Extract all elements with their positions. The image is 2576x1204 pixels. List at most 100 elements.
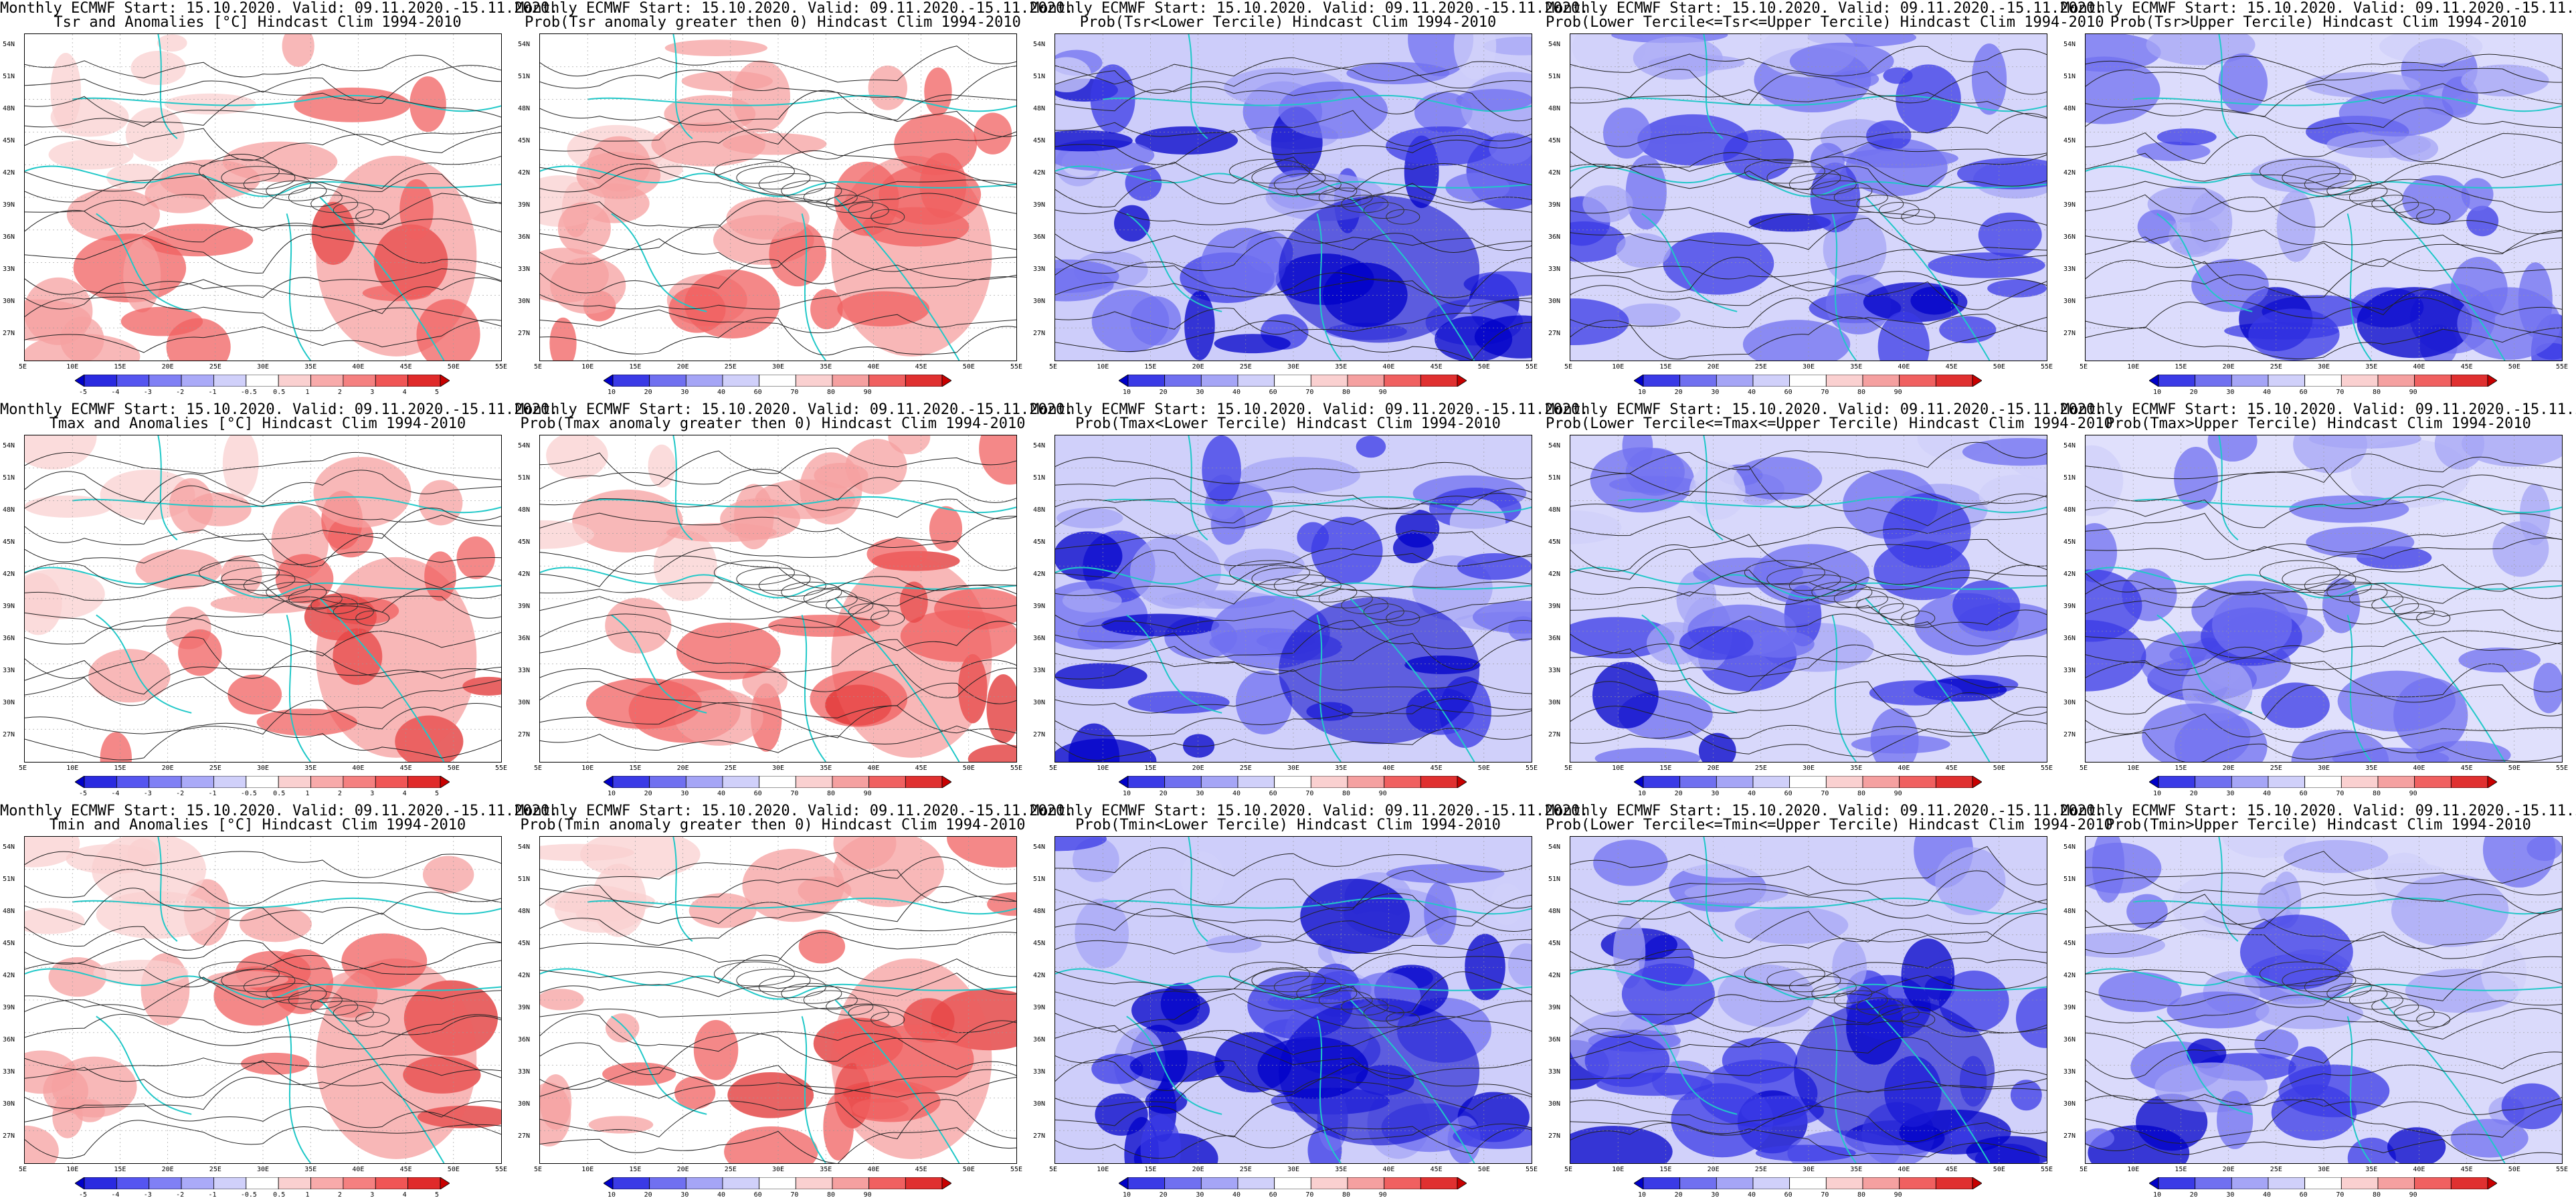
latitude-tick-label: 33N [3, 1068, 15, 1076]
colorbar-tick-label: 10 [608, 389, 616, 396]
longitude-tick-label: 45E [1430, 1166, 1443, 1173]
panel-header: Monthly ECMWF Start: 15.10.2020. Valid: … [1030, 401, 1589, 418]
latitude-tick-label: 39N [1033, 603, 1046, 610]
latitude-tick-label: 45N [3, 940, 15, 947]
longitude-tick-label: 40E [867, 1166, 880, 1173]
colorbar-tick-label: 20 [2189, 389, 2198, 396]
longitude-tick-label: 35E [304, 765, 317, 772]
latitude-tick-label: 27N [1033, 1132, 1046, 1140]
longitude-tick-label: 5E [1049, 1166, 1058, 1173]
latitude-tick-label: 39N [1548, 603, 1561, 610]
latitude-tick-label: 54N [2063, 843, 2076, 851]
latitude-tick-label: 48N [2063, 506, 2076, 514]
panel-title: Prob(Tmax anomaly greater then 0) Hindca… [520, 415, 1026, 432]
colorbar-tick-label: 80 [2373, 790, 2381, 797]
map-field [1055, 435, 1532, 762]
colorbar-tick-label: 20 [644, 1191, 652, 1199]
colorbar-tick-label: 90 [1894, 389, 1902, 396]
colorbar-tick-label: 80 [1857, 1191, 1866, 1199]
colorbar-tick-label: 0.5 [273, 790, 286, 797]
latitude-tick-label: 30N [2063, 1100, 2076, 1108]
panel-header: Monthly ECMWF Start: 15.10.2020. Valid: … [515, 803, 1074, 819]
colorbar-tick-label: 80 [1342, 1191, 1351, 1199]
colorbar-tick-label: 2 [337, 790, 342, 797]
longitude-tick-label: 10E [2127, 363, 2140, 371]
latitude-tick-label: 39N [3, 1004, 15, 1011]
latitude-tick-label: 54N [3, 843, 15, 851]
longitude-tick-label: 45E [2460, 1166, 2473, 1173]
longitude-tick-label: 30E [2318, 1166, 2330, 1173]
longitude-tick-label: 50E [962, 1166, 975, 1173]
latitude-tick-label: 48N [518, 908, 531, 915]
longitude-tick-label: 55E [2041, 765, 2053, 772]
latitude-tick-label: 48N [1548, 506, 1561, 514]
forecast-panel: Monthly ECMWF Start: 15.10.2020. Valid: … [2061, 401, 2576, 803]
latitude-tick-label: 54N [518, 442, 531, 449]
longitude-tick-label: 25E [209, 363, 221, 371]
latitude-tick-label: 48N [2063, 105, 2076, 112]
longitude-tick-label: 25E [724, 1166, 737, 1173]
longitude-tick-label: 45E [915, 765, 927, 772]
longitude-tick-label: 50E [447, 765, 460, 772]
longitude-tick-label: 55E [495, 363, 508, 371]
map-area [2085, 33, 2563, 361]
latitude-tick-label: 39N [3, 201, 15, 209]
colorbar-tick-label: 30 [680, 790, 689, 797]
longitude-tick-label: 20E [161, 765, 174, 772]
colorbar-tick-label: 30 [1711, 389, 1720, 396]
colorbar-tick-label: 90 [863, 389, 872, 396]
latitude-tick-label: 33N [1033, 667, 1046, 674]
panel-title: Tsr and Anomalies [°C] Hindcast Clim 199… [54, 14, 462, 31]
colorbar-tick-label: 20 [1159, 790, 1168, 797]
colorbar-tick-label: 70 [2336, 389, 2344, 396]
longitude-tick-label: 35E [1335, 1166, 1348, 1173]
longitude-tick-label: 55E [1010, 363, 1023, 371]
latitude-tick-label: 48N [3, 105, 15, 112]
colorbar-tick-label: 40 [1232, 790, 1241, 797]
longitude-tick-label: 50E [962, 765, 975, 772]
longitude-tick-label: 45E [399, 363, 412, 371]
colorbar-tick-label: 30 [1196, 790, 1204, 797]
colorbar-tick-label: -1 [208, 790, 217, 797]
longitude-tick-label: 50E [1477, 1166, 1490, 1173]
map-area [539, 836, 1017, 1164]
latitude-tick-label: 36N [3, 233, 15, 241]
colorbar-tick-label: 60 [1269, 389, 1277, 396]
longitude-tick-label: 45E [1945, 363, 1958, 371]
longitude-tick-label: 55E [1526, 765, 1538, 772]
latitude-tick-label: 42N [3, 972, 15, 979]
map-field [2086, 34, 2562, 361]
latitude-tick-label: 30N [2063, 699, 2076, 706]
latitude-tick-label: 33N [1033, 266, 1046, 273]
colorbar [2149, 1177, 2497, 1189]
longitude-tick-label: 5E [534, 765, 543, 772]
longitude-tick-label: 20E [1192, 765, 1204, 772]
map-field [25, 837, 501, 1163]
longitude-tick-label: 10E [1097, 765, 1109, 772]
longitude-tick-label: 30E [1287, 765, 1300, 772]
latitude-tick-label: 36N [1033, 233, 1046, 241]
colorbar-tick-label: 10 [608, 1191, 616, 1199]
longitude-tick-label: 15E [114, 1166, 126, 1173]
colorbar [1634, 375, 1982, 387]
map-area [539, 435, 1017, 763]
forecast-panel: Monthly ECMWF Start: 15.10.2020. Valid: … [0, 803, 558, 1204]
colorbar [1119, 375, 1467, 387]
colorbar-tick-label: 60 [753, 1191, 762, 1199]
latitude-tick-label: 51N [2063, 73, 2076, 80]
latitude-tick-label: 42N [518, 169, 531, 177]
panel-title: Prob(Lower Tercile<=Tmax<=Upper Tercile)… [1546, 415, 2113, 432]
colorbar-tick-label: 60 [1784, 1191, 1792, 1199]
latitude-tick-label: 30N [518, 699, 531, 706]
latitude-tick-label: 30N [1548, 1100, 1561, 1108]
latitude-tick-label: 42N [3, 169, 15, 177]
longitude-tick-label: 15E [629, 363, 642, 371]
longitude-tick-label: 25E [1754, 363, 1767, 371]
colorbar [75, 375, 450, 387]
latitude-tick-label: 54N [3, 41, 15, 48]
longitude-tick-label: 10E [1097, 363, 1109, 371]
latitude-tick-label: 33N [1548, 667, 1561, 674]
longitude-tick-label: 20E [1707, 1166, 1720, 1173]
latitude-tick-label: 27N [518, 330, 531, 337]
